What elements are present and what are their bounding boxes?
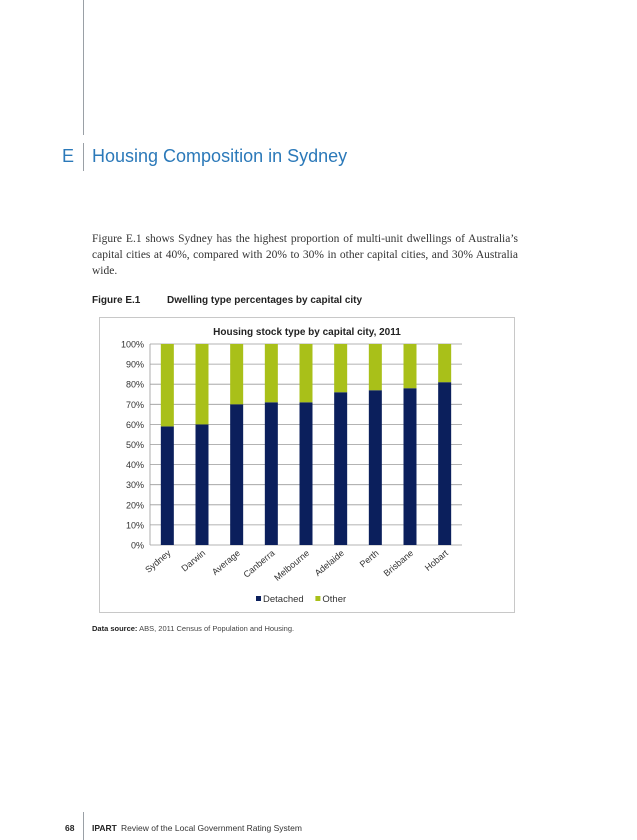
page-number: 68	[65, 823, 75, 833]
bar-other-average	[230, 344, 244, 405]
heading-divider	[83, 143, 84, 171]
y-tick-label: 10%	[126, 520, 144, 530]
footer-brand: IPART	[92, 823, 117, 833]
bar-detached-melbourne	[299, 402, 313, 545]
x-tick-label: Hobart	[423, 548, 451, 573]
legend-swatch-detached	[256, 596, 261, 601]
y-tick-label: 20%	[126, 500, 144, 510]
x-tick-label: Brisbane	[382, 548, 416, 578]
x-tick-label: Adelaide	[313, 548, 346, 578]
bar-detached-darwin	[195, 424, 209, 545]
x-tick-label: Perth	[358, 548, 381, 569]
x-tick-label: Sydney	[143, 548, 173, 575]
bar-other-perth	[368, 344, 382, 391]
chart-title: Housing stock type by capital city, 2011	[213, 327, 401, 338]
bar-detached-canberra	[264, 402, 278, 545]
figure-label: Figure E.1	[92, 295, 141, 306]
x-tick-label: Average	[210, 548, 242, 577]
bar-detached-adelaide	[334, 392, 348, 545]
margin-rule-top	[83, 0, 84, 135]
bar-other-brisbane	[403, 344, 417, 389]
footer-text: Review of the Local Government Rating Sy…	[121, 823, 302, 833]
legend-swatch-other	[315, 596, 321, 601]
y-tick-label: 80%	[126, 380, 144, 390]
y-tick-label: 100%	[121, 340, 144, 350]
bar-detached-perth	[368, 390, 382, 545]
x-tick-label: Darwin	[179, 548, 207, 574]
chapter-letter: E	[62, 146, 75, 166]
bar-other-darwin	[195, 344, 209, 425]
footer-divider	[83, 812, 84, 840]
bar-other-hobart	[438, 344, 452, 383]
bar-other-adelaide	[334, 344, 348, 393]
y-tick-label: 60%	[126, 420, 144, 430]
legend-label-detached: Detached	[263, 594, 304, 605]
chart-frame: Housing stock type by capital city, 2011…	[99, 317, 515, 613]
y-tick-label: 40%	[126, 460, 144, 470]
legend-label-other: Other	[322, 594, 346, 605]
bar-other-melbourne	[299, 344, 313, 403]
bar-detached-average	[230, 404, 244, 545]
x-tick-label: Melbourne	[272, 548, 311, 583]
y-tick-label: 50%	[126, 440, 144, 450]
data-source-label: Data source:	[92, 624, 138, 633]
y-tick-label: 30%	[126, 480, 144, 490]
bar-other-canberra	[264, 344, 278, 403]
y-tick-label: 90%	[126, 360, 144, 370]
bar-detached-hobart	[438, 382, 452, 545]
y-tick-label: 0%	[131, 541, 144, 551]
bar-detached-brisbane	[403, 388, 417, 545]
bar-other-sydney	[160, 344, 174, 427]
data-source-text: ABS, 2011 Census of Population and Housi…	[139, 624, 295, 633]
y-tick-label: 70%	[126, 400, 144, 410]
data-source: Data source: ABS, 2011 Census of Populat…	[92, 624, 294, 633]
chapter-title: Housing Composition in Sydney	[92, 146, 348, 166]
figure-title: Dwelling type percentages by capital cit…	[167, 295, 363, 306]
stacked-bar-chart: Housing stock type by capital city, 2011…	[121, 327, 462, 605]
bar-detached-sydney	[160, 426, 174, 545]
body-paragraph: Figure E.1 shows Sydney has the highest …	[92, 233, 518, 277]
